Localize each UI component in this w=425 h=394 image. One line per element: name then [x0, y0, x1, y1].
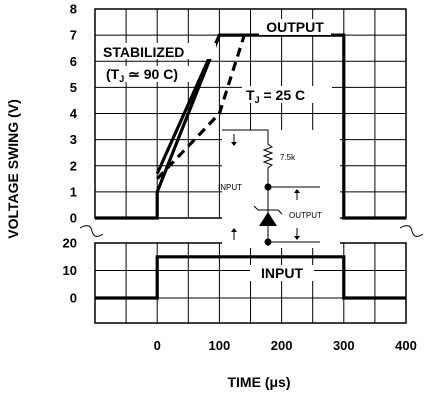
- x-tick-label: 400: [395, 338, 417, 353]
- inset-out-arrow-top-head: [294, 189, 300, 193]
- tj25-t: T: [246, 87, 255, 103]
- x-tick-label: 0: [154, 338, 161, 353]
- top-y-tick-label: 4: [70, 106, 78, 121]
- x-tick-label: 100: [209, 338, 231, 353]
- inset-output-label: OUTPUT: [289, 211, 322, 220]
- tj25-rest: = 25 C: [260, 87, 306, 103]
- inset-out-arrow-bottom-head: [294, 236, 300, 240]
- output-annotation: OUTPUT: [266, 19, 324, 35]
- inset-resistor-label: 7.5k: [280, 153, 296, 162]
- top-y-tick-label: 7: [70, 28, 77, 43]
- stabilized-label-bg: [100, 43, 216, 59]
- axis-break-left: [79, 225, 104, 237]
- bottom-y-tick-label: 10: [63, 263, 77, 278]
- inset-zener-bar: [253, 205, 283, 215]
- stabilized-annotation: STABILIZED: [103, 44, 184, 60]
- output-label-bg: [259, 19, 331, 35]
- tj25-sub: J: [255, 95, 260, 105]
- input-series-line: [95, 255, 406, 300]
- x-tick-labels: 0 100 200 300 400: [154, 338, 417, 353]
- x-axis-label: TIME (μs): [227, 374, 290, 390]
- series-line: [156, 34, 246, 180]
- top-y-tick-label: 6: [70, 54, 77, 69]
- top-y-tick-label: 2: [70, 158, 77, 173]
- stabilized-tj-sub: J: [119, 74, 124, 84]
- top-y-tick-labels: 0 1 2 3 4 5 6 7 8: [70, 2, 78, 226]
- stabilized-tj-open: (T: [106, 66, 120, 82]
- top-y-tick-label: 8: [70, 2, 77, 17]
- stabilized-tj-annotation: (TJ ≃ 90 C): [106, 66, 178, 84]
- inset-input-label: INPUT: [218, 183, 242, 192]
- stabilized-tj-rest: ≃ 90 C): [124, 66, 178, 82]
- y-axis-label: VOLTAGE SWING (V): [5, 99, 21, 238]
- bottom-y-tick-label: 0: [70, 291, 77, 306]
- stabilized-tj-label-bg: [104, 66, 196, 82]
- input-annotation: INPUT: [261, 265, 303, 281]
- inset-zener-diode-icon: [259, 212, 277, 226]
- top-y-tick-label: 3: [70, 132, 77, 147]
- top-y-tick-label: 5: [70, 80, 77, 95]
- tj25-annotation: TJ = 25 C: [246, 87, 305, 105]
- axis-break-right: [399, 225, 424, 237]
- x-tick-label: 300: [333, 338, 355, 353]
- bottom-y-tick-label: 20: [63, 236, 77, 251]
- bottom-y-tick-labels: 0 10 20: [63, 236, 77, 306]
- inset-resistor-wire: [222, 129, 274, 246]
- inset-background: [222, 130, 340, 248]
- inset-circuit: 7.5k INPUT OUTPUT: [218, 129, 340, 248]
- top-y-tick-label: 0: [70, 211, 77, 226]
- inset-arrow-bottom-head: [231, 228, 237, 232]
- top-y-tick-label: 1: [70, 184, 77, 199]
- inset-arrow-top-head: [231, 142, 237, 146]
- input-label-bg: [250, 265, 314, 281]
- x-tick-label: 200: [271, 338, 293, 353]
- tj25-label-bg: [242, 86, 332, 103]
